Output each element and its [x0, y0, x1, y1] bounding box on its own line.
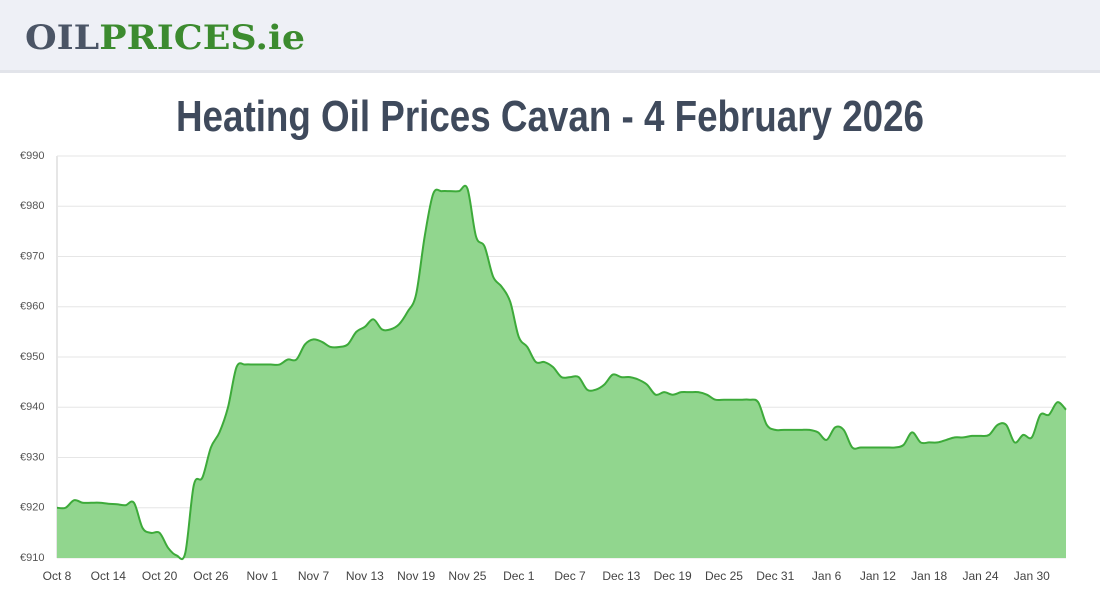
- logo-green: PRICES.ie: [99, 18, 305, 58]
- y-tick-label: €970: [20, 250, 44, 262]
- x-tick-label: Dec 31: [756, 569, 794, 583]
- y-tick-label: €950: [20, 351, 44, 363]
- x-tick-label: Oct 26: [193, 569, 229, 583]
- plot: €910 €920 €930 €940 €950 €960 €970 €980 €990 Oct …: [20, 150, 1067, 583]
- x-tick-label: Jan 6: [812, 569, 842, 583]
- header-shadow: [0, 70, 1100, 73]
- x-tick-label: Dec 7: [554, 569, 586, 583]
- y-tick-label: €940: [20, 401, 44, 413]
- x-tick-label: Oct 14: [91, 569, 127, 583]
- y-tick-label: €920: [20, 502, 44, 514]
- x-tick-label: Nov 13: [346, 569, 384, 583]
- logo[interactable]: OIL PRICES.ie: [25, 18, 305, 58]
- x-tick-label: Dec 19: [654, 569, 692, 583]
- x-tick-label: Oct 20: [142, 569, 178, 583]
- y-tick-label: €990: [20, 150, 44, 162]
- y-tick-label: €960: [20, 301, 44, 313]
- x-tick-label: Nov 7: [298, 569, 330, 583]
- x-tick-label: Dec 1: [503, 569, 535, 583]
- area: [57, 185, 1066, 560]
- x-tick-label: Nov 1: [247, 569, 279, 583]
- y-tick-label: €980: [20, 200, 44, 212]
- x-tick-label: Jan 12: [860, 569, 896, 583]
- chart-title: Heating Oil Prices Cavan - 4 February 20…: [176, 92, 924, 141]
- y-tick-label: €910: [20, 552, 44, 564]
- x-tick-label: Jan 18: [911, 569, 947, 583]
- x-tick-label: Jan 30: [1014, 569, 1050, 583]
- x-tick-label: Nov 19: [397, 569, 435, 583]
- line: [56, 184, 1067, 561]
- x-tick-label: Oct 8: [43, 569, 72, 583]
- x-tick-label: Dec 25: [705, 569, 743, 583]
- x-tick-label: Nov 25: [448, 569, 486, 583]
- logo-dark: OIL: [25, 18, 99, 58]
- x-tick-label: Dec 13: [602, 569, 640, 583]
- y-tick-label: €930: [20, 451, 44, 463]
- header-bar: [0, 0, 1100, 70]
- x-tick-label: Jan 24: [962, 569, 998, 583]
